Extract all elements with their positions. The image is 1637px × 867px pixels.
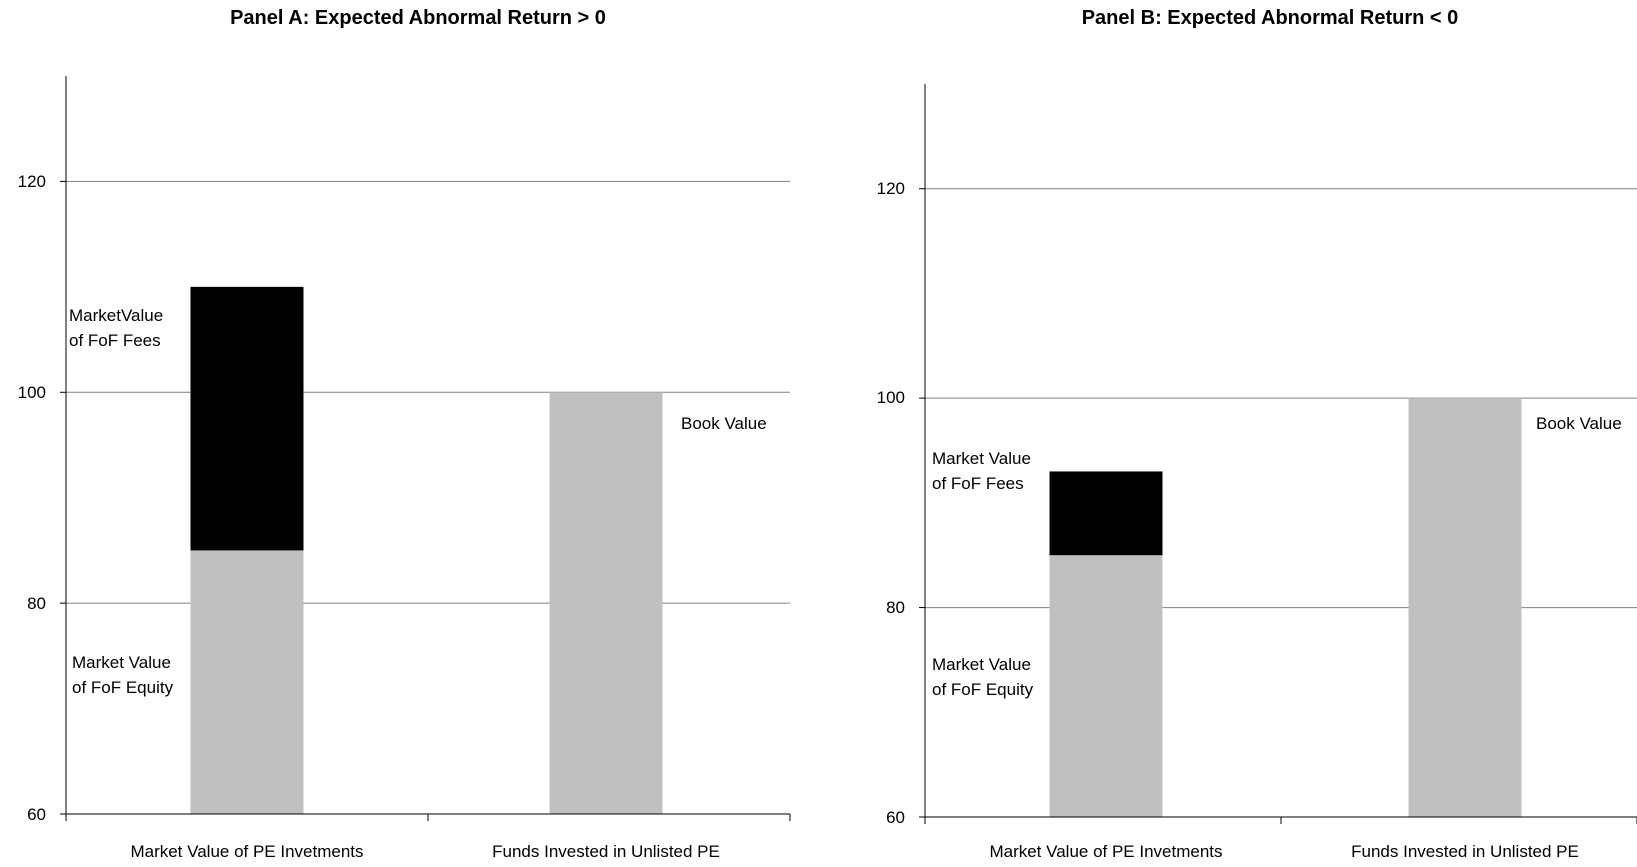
panel-a-y-tick-label: 100 bbox=[18, 383, 46, 402]
panel-a-equity-label-line1: Market Value bbox=[72, 653, 171, 672]
panel-a-y-tick-label: 120 bbox=[18, 172, 46, 191]
bar-book bbox=[549, 392, 663, 814]
panel-a-y-tick-labels: 120 100 80 60 bbox=[18, 172, 46, 824]
panel-b-bars bbox=[1049, 398, 1522, 817]
panel-b-y-tick-label: 100 bbox=[877, 388, 905, 407]
panel-a-annotations: MarketValue of FoF Fees Market Value of … bbox=[69, 306, 767, 697]
panel-b-x-tick-label: Market Value of PE Invetments bbox=[989, 842, 1222, 861]
panel-a-book-value-label: Book Value bbox=[681, 414, 767, 433]
panel-b-fees-label-line2: of FoF Fees bbox=[932, 474, 1024, 493]
panel-b-y-tick-label: 60 bbox=[886, 808, 905, 827]
panel-a-y-tick-label: 80 bbox=[27, 594, 46, 613]
panel-b-x-tick-label: Funds Invested in Unlisted PE bbox=[1351, 842, 1579, 861]
panel-a-x-tick-label: Funds Invested in Unlisted PE bbox=[492, 842, 720, 861]
panel-a-y-tick-label: 60 bbox=[27, 805, 46, 824]
panel-b-title: Panel B: Expected Abnormal Return < 0 bbox=[1082, 7, 1459, 29]
panel-b: Panel B: Expected Abnormal Return < 0 12… bbox=[877, 7, 1637, 861]
panel-b-y-tick-label: 80 bbox=[886, 598, 905, 617]
panel-b-equity-label-line2: of FoF Equity bbox=[932, 680, 1034, 699]
panel-a-bars bbox=[190, 286, 663, 814]
panel-b-gridlines bbox=[925, 188, 1637, 609]
panel-b-x-tick-labels: Market Value of PE Invetments Funds Inve… bbox=[989, 842, 1578, 861]
bar-fees bbox=[190, 286, 304, 551]
panel-a-equity-label-line2: of FoF Equity bbox=[72, 678, 174, 697]
bar-equity bbox=[1049, 555, 1163, 817]
panel-a-fees-label-line2: of FoF Fees bbox=[69, 331, 161, 350]
bar-equity bbox=[190, 550, 304, 814]
panel-b-fees-label-line1: Market Value bbox=[932, 449, 1031, 468]
panel-a-fees-label-line1: MarketValue bbox=[69, 306, 163, 325]
panel-b-y-tick-label: 120 bbox=[877, 179, 905, 198]
panel-a-x-tick-label: Market Value of PE Invetments bbox=[130, 842, 363, 861]
panel-a-x-tick-labels: Market Value of PE Invetments Funds Inve… bbox=[130, 842, 719, 861]
panel-b-annotations: Market Value of FoF Fees Market Value of… bbox=[932, 414, 1622, 699]
panel-b-axes bbox=[919, 84, 1637, 824]
panel-a-title: Panel A: Expected Abnormal Return > 0 bbox=[230, 7, 606, 29]
panel-b-book-value-label: Book Value bbox=[1536, 414, 1622, 433]
panel-a-axes bbox=[60, 76, 791, 821]
bar-fees bbox=[1049, 471, 1163, 556]
panel-a-gridlines bbox=[66, 180, 790, 604]
panel-b-equity-label-line1: Market Value bbox=[932, 655, 1031, 674]
panel-a: Panel A: Expected Abnormal Return > 0 12… bbox=[18, 7, 791, 861]
bar-book bbox=[1408, 398, 1522, 817]
panel-b-y-tick-labels: 120 100 80 60 bbox=[877, 179, 905, 827]
